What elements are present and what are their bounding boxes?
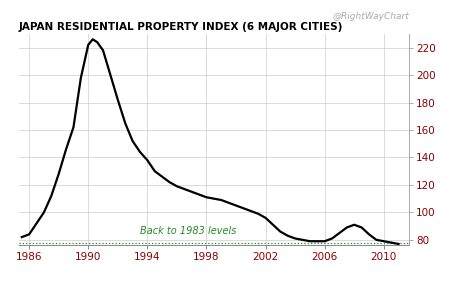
Text: JAPAN RESIDENTIAL PROPERTY INDEX (6 MAJOR CITIES): JAPAN RESIDENTIAL PROPERTY INDEX (6 MAJO… [19, 22, 343, 32]
Text: Back to 1983 levels: Back to 1983 levels [140, 226, 236, 236]
Text: @RightWayChart: @RightWayChart [332, 12, 409, 21]
